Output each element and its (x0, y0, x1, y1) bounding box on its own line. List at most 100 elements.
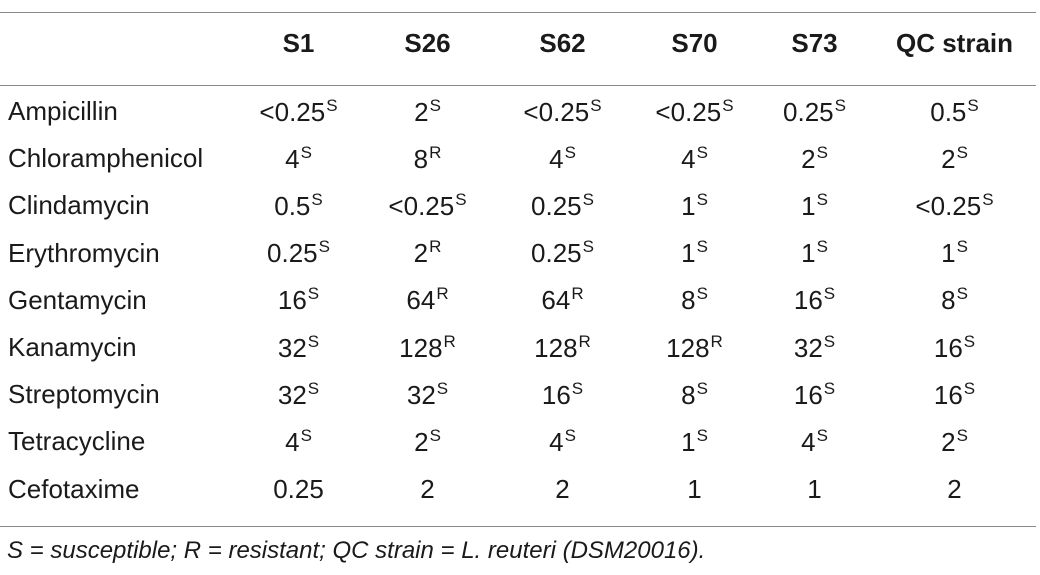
table-cell-mic: 2S (359, 418, 496, 465)
mic-value: 8 (413, 143, 429, 174)
susceptibility-flag: R (429, 237, 442, 257)
mic-value: 4 (801, 426, 816, 457)
table-cell-mic: <0.25S (238, 88, 359, 135)
table-cell-mic: <0.25S (629, 88, 760, 135)
mic-value: 2 (420, 473, 435, 504)
mic-value: 1 (681, 238, 696, 269)
mic-value: 16 (277, 285, 307, 316)
susceptibility-flag: S (823, 378, 836, 398)
susceptibility-flag: S (982, 189, 994, 209)
mic-value: 4 (285, 426, 300, 457)
susceptibility-flag: R (710, 331, 723, 351)
mic-value: 128 (399, 332, 443, 363)
table-cell-mic: 1S (629, 230, 760, 277)
susceptibility-flag: S (956, 425, 968, 445)
table-cell-mic: 2S (359, 88, 496, 135)
header-cell-s1: S1 (282, 27, 315, 58)
mic-value: 0.5 (930, 96, 967, 127)
mic-value: 1 (941, 238, 956, 269)
mic-value: 0.25 (531, 238, 582, 269)
mic-value: <0.25 (655, 96, 722, 127)
mic-value: <0.25 (259, 96, 326, 127)
header-cell-antibiotic (0, 18, 238, 68)
table-cell-mic: 1S (869, 230, 1040, 277)
table-row: Erythromycin 0.25S 2R 0.25S 1S 1S 1S (0, 230, 1040, 277)
table-cell-mic: 32S (359, 371, 496, 418)
table-cell-mic: 1S (629, 182, 760, 229)
table-cell-mic: 32S (760, 324, 869, 371)
susceptibility-flag: S (300, 425, 312, 445)
table-row: Streptomycin 32S 32S 16S 8S 16S 16S (0, 371, 1040, 418)
table-top-rule (0, 12, 1036, 13)
susceptibility-flag: S (696, 284, 708, 304)
table-cell-mic: <0.25S (496, 88, 629, 135)
table-row: Ampicillin <0.25S 2S <0.25S <0.25S 0.25S 0.5S (0, 88, 1040, 135)
mic-value: 2 (941, 426, 956, 457)
table-cell-mic: 1S (629, 418, 760, 465)
susceptibility-flag: S (816, 142, 828, 162)
table-cell-mic: 16S (869, 324, 1040, 371)
mic-value: 2 (414, 96, 429, 127)
mic-value: 32 (277, 332, 307, 363)
susceptibility-flag: S (455, 189, 467, 209)
susceptibility-flag: S (956, 237, 968, 257)
mic-value: 2 (801, 143, 816, 174)
table-header-row: S1 S26 S62 S70 S73 QC strain (0, 18, 1040, 68)
table-row: Chloramphenicol 4S 8R 4S 4S 2S 2S (0, 135, 1040, 182)
table-cell-mic: 4S (496, 418, 629, 465)
susceptibility-flag: S (956, 284, 968, 304)
mic-value: 32 (793, 332, 823, 363)
susceptibility-flag: S (307, 284, 320, 304)
table-cell-mic: 16S (869, 371, 1040, 418)
table-cell-mic: 8R (359, 135, 496, 182)
table-cell-mic: 4S (496, 135, 629, 182)
susceptibility-flag: S (307, 378, 320, 398)
mic-value: 16 (541, 379, 571, 410)
table-cell-mic: 0.25 (238, 466, 359, 513)
mic-value: 128 (666, 332, 710, 363)
row-label-antibiotic: Clindamycin (8, 190, 150, 221)
susceptibility-flag: R (578, 331, 591, 351)
mic-value: 4 (549, 426, 564, 457)
susceptibility-flag: S (816, 425, 828, 445)
row-label-antibiotic: Cefotaxime (8, 473, 140, 504)
mic-value: 32 (406, 379, 436, 410)
susceptibility-flag: R (443, 331, 456, 351)
susceptibility-flag: S (564, 142, 576, 162)
table-cell-mic: 16S (496, 371, 629, 418)
table-cell-mic: 0.5S (238, 182, 359, 229)
table-cell-mic: 0.25S (238, 230, 359, 277)
table-cell-mic: 2 (869, 466, 1040, 513)
table-cell-mic: 1S (760, 182, 869, 229)
table-row: Cefotaxime 0.25 2 2 1 1 2 (0, 466, 1040, 513)
header-cell-s73: S73 (791, 27, 838, 58)
mic-value: 2 (947, 473, 962, 504)
table-cell-mic: <0.25S (359, 182, 496, 229)
mic-value: 1 (687, 473, 702, 504)
table-cell-mic: 0.25S (496, 182, 629, 229)
table-cell-mic: 1S (760, 230, 869, 277)
table-cell-mic: 32S (238, 371, 359, 418)
susceptibility-flag: S (823, 331, 836, 351)
mic-value: 1 (807, 473, 822, 504)
susceptibility-flag: S (564, 425, 576, 445)
table-cell-mic: 2S (760, 135, 869, 182)
susceptibility-flag: S (696, 189, 708, 209)
table-cell-mic: <0.25S (869, 182, 1040, 229)
mic-value: 1 (681, 190, 696, 221)
susceptibility-flag: R (429, 142, 442, 162)
mic-value: 8 (681, 285, 696, 316)
mic-value: 64 (406, 285, 436, 316)
susceptibility-flag: S (956, 142, 968, 162)
header-cell-s62: S62 (539, 27, 586, 58)
susceptibility-flag: S (582, 189, 594, 209)
mic-value: 0.25 (531, 190, 582, 221)
mic-value: <0.25 (915, 190, 982, 221)
mic-value: 1 (801, 190, 816, 221)
susceptibility-flag: R (571, 284, 584, 304)
table-cell-mic: 8S (869, 277, 1040, 324)
table-cell-mic: 8S (629, 371, 760, 418)
mic-value: 2 (414, 426, 429, 457)
mic-value: 4 (285, 143, 300, 174)
table-cell-mic: 16S (760, 277, 869, 324)
